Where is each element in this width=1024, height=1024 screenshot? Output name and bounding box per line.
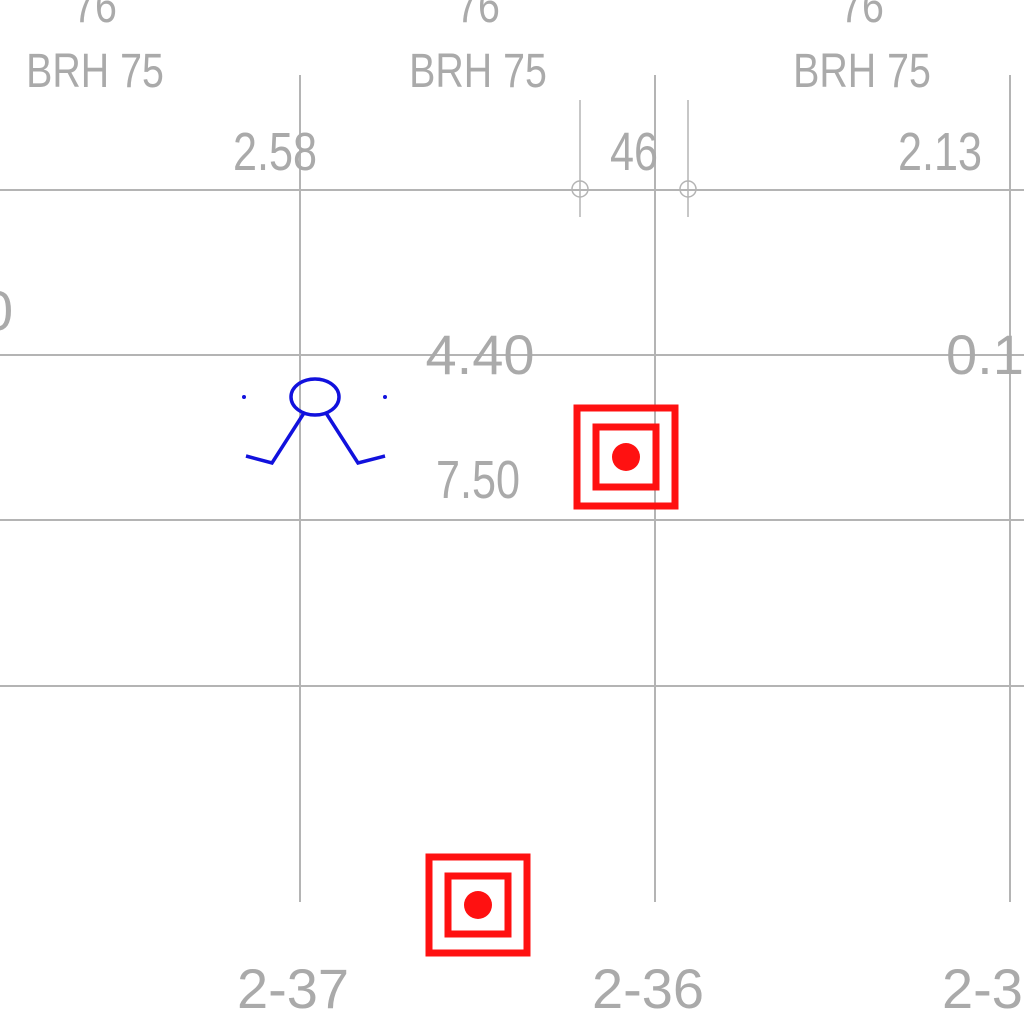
- top-code-label: BRH 75: [793, 44, 931, 98]
- red-target-icon: [425, 853, 531, 957]
- axis-label: 2-37: [237, 957, 349, 1020]
- dimension-label-middle: 46: [610, 123, 658, 183]
- dimension-label-right: 2.13: [898, 123, 982, 183]
- top-number-label: 76: [456, 0, 500, 33]
- dimension-label-right-cut: 0.1: [946, 323, 1024, 386]
- dimension-label-center: 4.40: [426, 323, 535, 386]
- axis-label-group: 2-37 2-36 2-3: [237, 957, 1023, 1020]
- marker-circle-icon: [679, 180, 697, 198]
- dimension-markers: [571, 100, 697, 217]
- axis-label: 2-3: [942, 957, 1023, 1020]
- top-label-group: 76 BRH 75 76 BRH 75 76 BRH 75: [26, 0, 931, 98]
- top-code-label: BRH 75: [26, 44, 164, 98]
- dimension-label-group: 2.58 46 2.13 4.40 7.50 0.1 0: [0, 123, 1024, 511]
- red-target-icon: [573, 404, 679, 510]
- axis-label: 2-36: [592, 957, 704, 1020]
- top-number-label: 76: [73, 0, 117, 33]
- dimension-label-left: 2.58: [233, 123, 317, 183]
- dimension-label-left-cut: 0: [0, 279, 13, 342]
- blue-figure-icon: [242, 377, 387, 466]
- marker-circle-icon: [571, 180, 589, 198]
- top-code-label: BRH 75: [409, 44, 547, 98]
- top-number-label: 76: [840, 0, 884, 33]
- dimension-label-center-secondary: 7.50: [436, 451, 520, 511]
